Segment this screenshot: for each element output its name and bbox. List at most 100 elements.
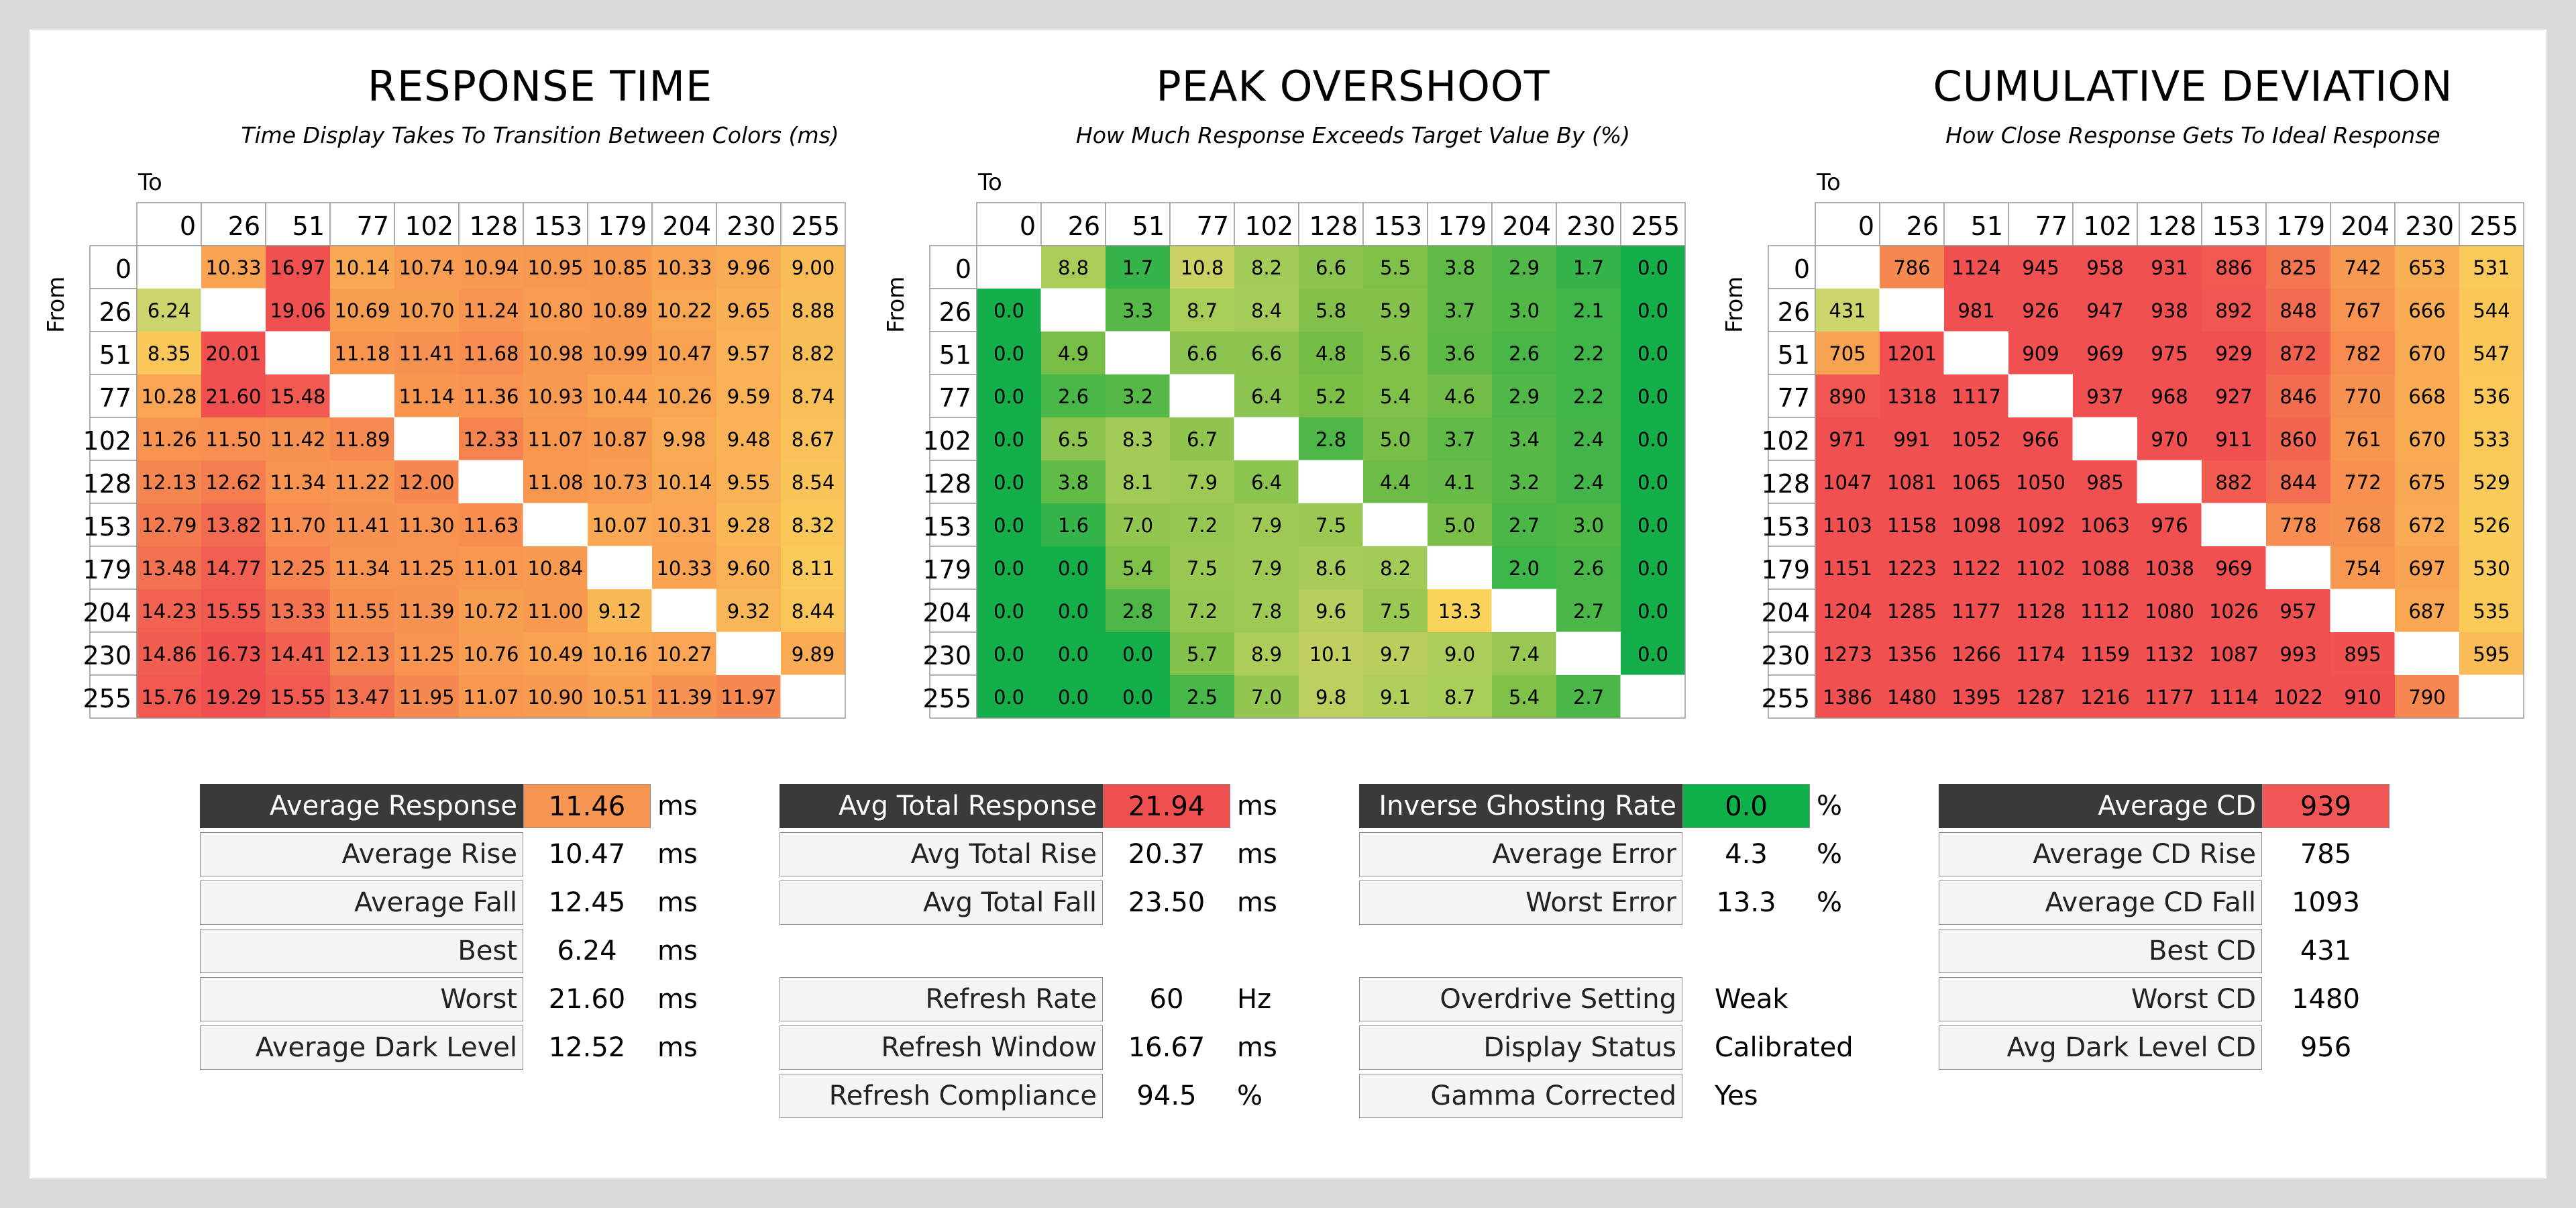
cumulative-deviation-subtitle: How Close Response Gets To Ideal Respons… <box>1945 122 2440 148</box>
heatmap-cell-label: 10.22 <box>656 299 712 322</box>
heatmap-cell-label: 2.6 <box>1509 342 1540 365</box>
stat-unit: ms <box>657 791 698 821</box>
heatmap-cell <box>2073 546 2137 589</box>
heatmap-cell-label: 0.0 <box>1638 471 1668 494</box>
heatmap-cell <box>781 589 845 632</box>
heatmap-cell-label: 0.0 <box>994 557 1024 580</box>
heatmap-cell-label: 3.8 <box>1444 256 1475 279</box>
heatmap-cell-label: 825 <box>2279 256 2316 279</box>
heatmap-cell-label: 1285 <box>1887 600 1937 623</box>
heatmap-cell-label: 11.07 <box>527 428 583 451</box>
heatmap-cell-label: 892 <box>2215 299 2252 322</box>
heatmap-cell-label: 0.0 <box>994 643 1024 666</box>
heatmap-cell <box>2073 246 2137 289</box>
heatmap-cell-label: 2.5 <box>1187 686 1218 709</box>
heatmap-cell <box>1106 675 1170 718</box>
heatmap-cell-label: 0.0 <box>1638 299 1668 322</box>
heatmap-cell-label: 4.9 <box>1058 342 1089 365</box>
heatmap-cell <box>1170 503 1234 546</box>
heatmap-cell <box>2202 632 2266 675</box>
heatmap-cell-label: 0.0 <box>1122 686 1153 709</box>
heatmap-cell <box>652 546 716 589</box>
heatmap-cell-label: 11.95 <box>398 686 454 709</box>
heatmap-cell <box>2330 374 2395 417</box>
heatmap-cell-label: 1124 <box>1951 256 2001 279</box>
heatmap-cell-label: 966 <box>2022 428 2059 451</box>
heatmap-cell <box>1106 289 1170 332</box>
heatmap-cell <box>2008 246 2073 289</box>
heatmap-cell-label: 530 <box>2473 557 2510 580</box>
heatmap-cell-label: 11.07 <box>463 686 519 709</box>
heatmap-cell <box>716 374 781 417</box>
heatmap-cell-label: 14.23 <box>141 600 197 623</box>
heatmap-cell-label: 0.0 <box>994 686 1024 709</box>
heatmap-cell <box>201 503 266 546</box>
heatmap-cell <box>394 632 459 675</box>
stat-label: Refresh Window <box>780 1025 1103 1070</box>
heatmap-cell-label: 969 <box>2215 557 2252 580</box>
heatmap-cell <box>330 589 394 632</box>
heatmap-cell-label: 1266 <box>1951 643 2001 666</box>
heatmap-cell <box>2137 374 2202 417</box>
heatmap-cell <box>1106 246 1170 289</box>
heatmap-cell-label: 6.5 <box>1058 428 1089 451</box>
row-header-cell <box>89 331 138 375</box>
heatmap-cell-label: 0.0 <box>994 385 1024 408</box>
heatmap-cell-label: 9.28 <box>727 514 771 537</box>
heatmap-cell-label: 0.0 <box>1058 643 1089 666</box>
response-time-to-label: To <box>138 169 162 196</box>
heatmap-cell-label: 2.2 <box>1573 342 1604 365</box>
row-header-cell <box>1768 546 1816 590</box>
heatmap-cell-label: 886 <box>2215 256 2252 279</box>
heatmap-cell <box>1556 417 1621 460</box>
heatmap-cell <box>1943 331 2009 375</box>
heatmap-cell-label: 3.2 <box>1509 471 1540 494</box>
stat-value: 21.60 <box>548 984 626 1015</box>
heatmap-cell-label: 9.55 <box>727 471 771 494</box>
heatmap-cell <box>1106 417 1170 460</box>
heatmap-cell-label: 19.29 <box>205 686 261 709</box>
heatmap-cell <box>1556 460 1621 503</box>
heatmap-cell-label: 6.4 <box>1251 385 1282 408</box>
heatmap-cell-label: 5.4 <box>1122 557 1153 580</box>
heatmap-cell-label: 11.34 <box>270 471 325 494</box>
heatmap-cell-label: 12.13 <box>141 471 197 494</box>
heatmap-cell-label: 10.95 <box>527 256 583 279</box>
heatmap-cell <box>1944 417 2008 460</box>
heatmap-cell <box>1556 503 1621 546</box>
heatmap-cell-label: 968 <box>2151 385 2188 408</box>
heatmap-cell-label: 1112 <box>2080 600 2130 623</box>
heatmap-cell <box>1299 417 1363 460</box>
heatmap-cell-label: 15.48 <box>270 385 325 408</box>
heatmap-cell-label: 10.80 <box>527 299 583 322</box>
col-header-label: 179 <box>598 211 647 241</box>
heatmap-cell <box>2073 332 2137 374</box>
heatmap-cell <box>2330 589 2396 633</box>
heatmap-cell-label: 947 <box>2086 299 2123 322</box>
heatmap-cell-label: 927 <box>2215 385 2252 408</box>
heatmap-cell-label: 5.9 <box>1380 299 1411 322</box>
col-header-label: 255 <box>791 211 840 241</box>
heatmap-cell-label: 1273 <box>1823 643 1872 666</box>
heatmap-cell <box>1363 289 1428 332</box>
heatmap-cell-label: 937 <box>2086 385 2123 408</box>
heatmap-cell-label: 1386 <box>1823 686 1872 709</box>
heatmap-cell <box>2395 374 2459 417</box>
heatmap-cell-label: 3.7 <box>1444 428 1475 451</box>
response-time-from-label: From <box>43 276 70 333</box>
row-header-cell <box>89 632 138 676</box>
heatmap-cell-label: 11.08 <box>527 471 583 494</box>
heatmap-cell-label: 10.47 <box>656 342 712 365</box>
heatmap-cell <box>1428 503 1492 546</box>
heatmap-cell <box>1492 460 1556 503</box>
heatmap-cell-label: 13.47 <box>334 686 390 709</box>
heatmap-border <box>136 245 846 719</box>
heatmap-cell-label: 10.51 <box>592 686 647 709</box>
heatmap-cell <box>459 246 523 289</box>
heatmap-cell <box>1880 589 1944 632</box>
heatmap-cell <box>1556 675 1621 718</box>
heatmap-cell <box>1815 332 1880 374</box>
stat-value: 0.0 <box>1682 784 1810 828</box>
heatmap-cell-label: 0.0 <box>994 428 1024 451</box>
stat-label: Overdrive Setting <box>1359 977 1682 1021</box>
